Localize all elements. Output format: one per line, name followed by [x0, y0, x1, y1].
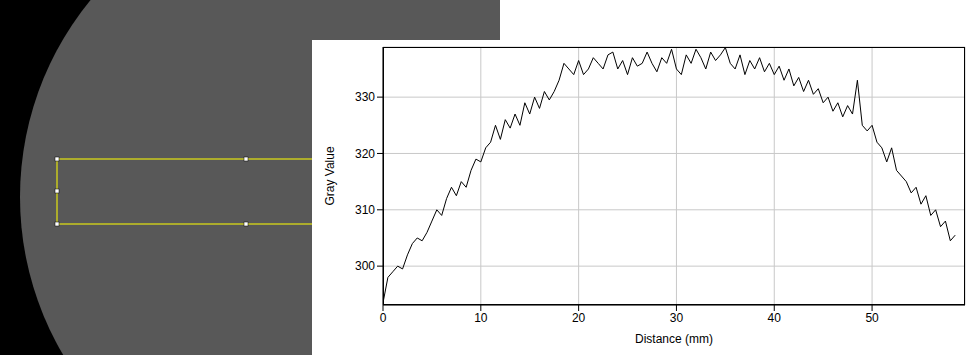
- svg-text:320: 320: [355, 147, 375, 161]
- svg-text:Distance (mm): Distance (mm): [635, 332, 713, 346]
- svg-text:310: 310: [355, 203, 375, 217]
- svg-text:50: 50: [865, 311, 879, 325]
- svg-text:300: 300: [355, 259, 375, 273]
- svg-text:40: 40: [768, 311, 782, 325]
- svg-text:Gray Value: Gray Value: [323, 146, 337, 205]
- svg-text:0: 0: [380, 311, 387, 325]
- svg-text:20: 20: [572, 311, 586, 325]
- svg-text:30: 30: [670, 311, 684, 325]
- svg-text:330: 330: [355, 90, 375, 104]
- svg-text:10: 10: [474, 311, 488, 325]
